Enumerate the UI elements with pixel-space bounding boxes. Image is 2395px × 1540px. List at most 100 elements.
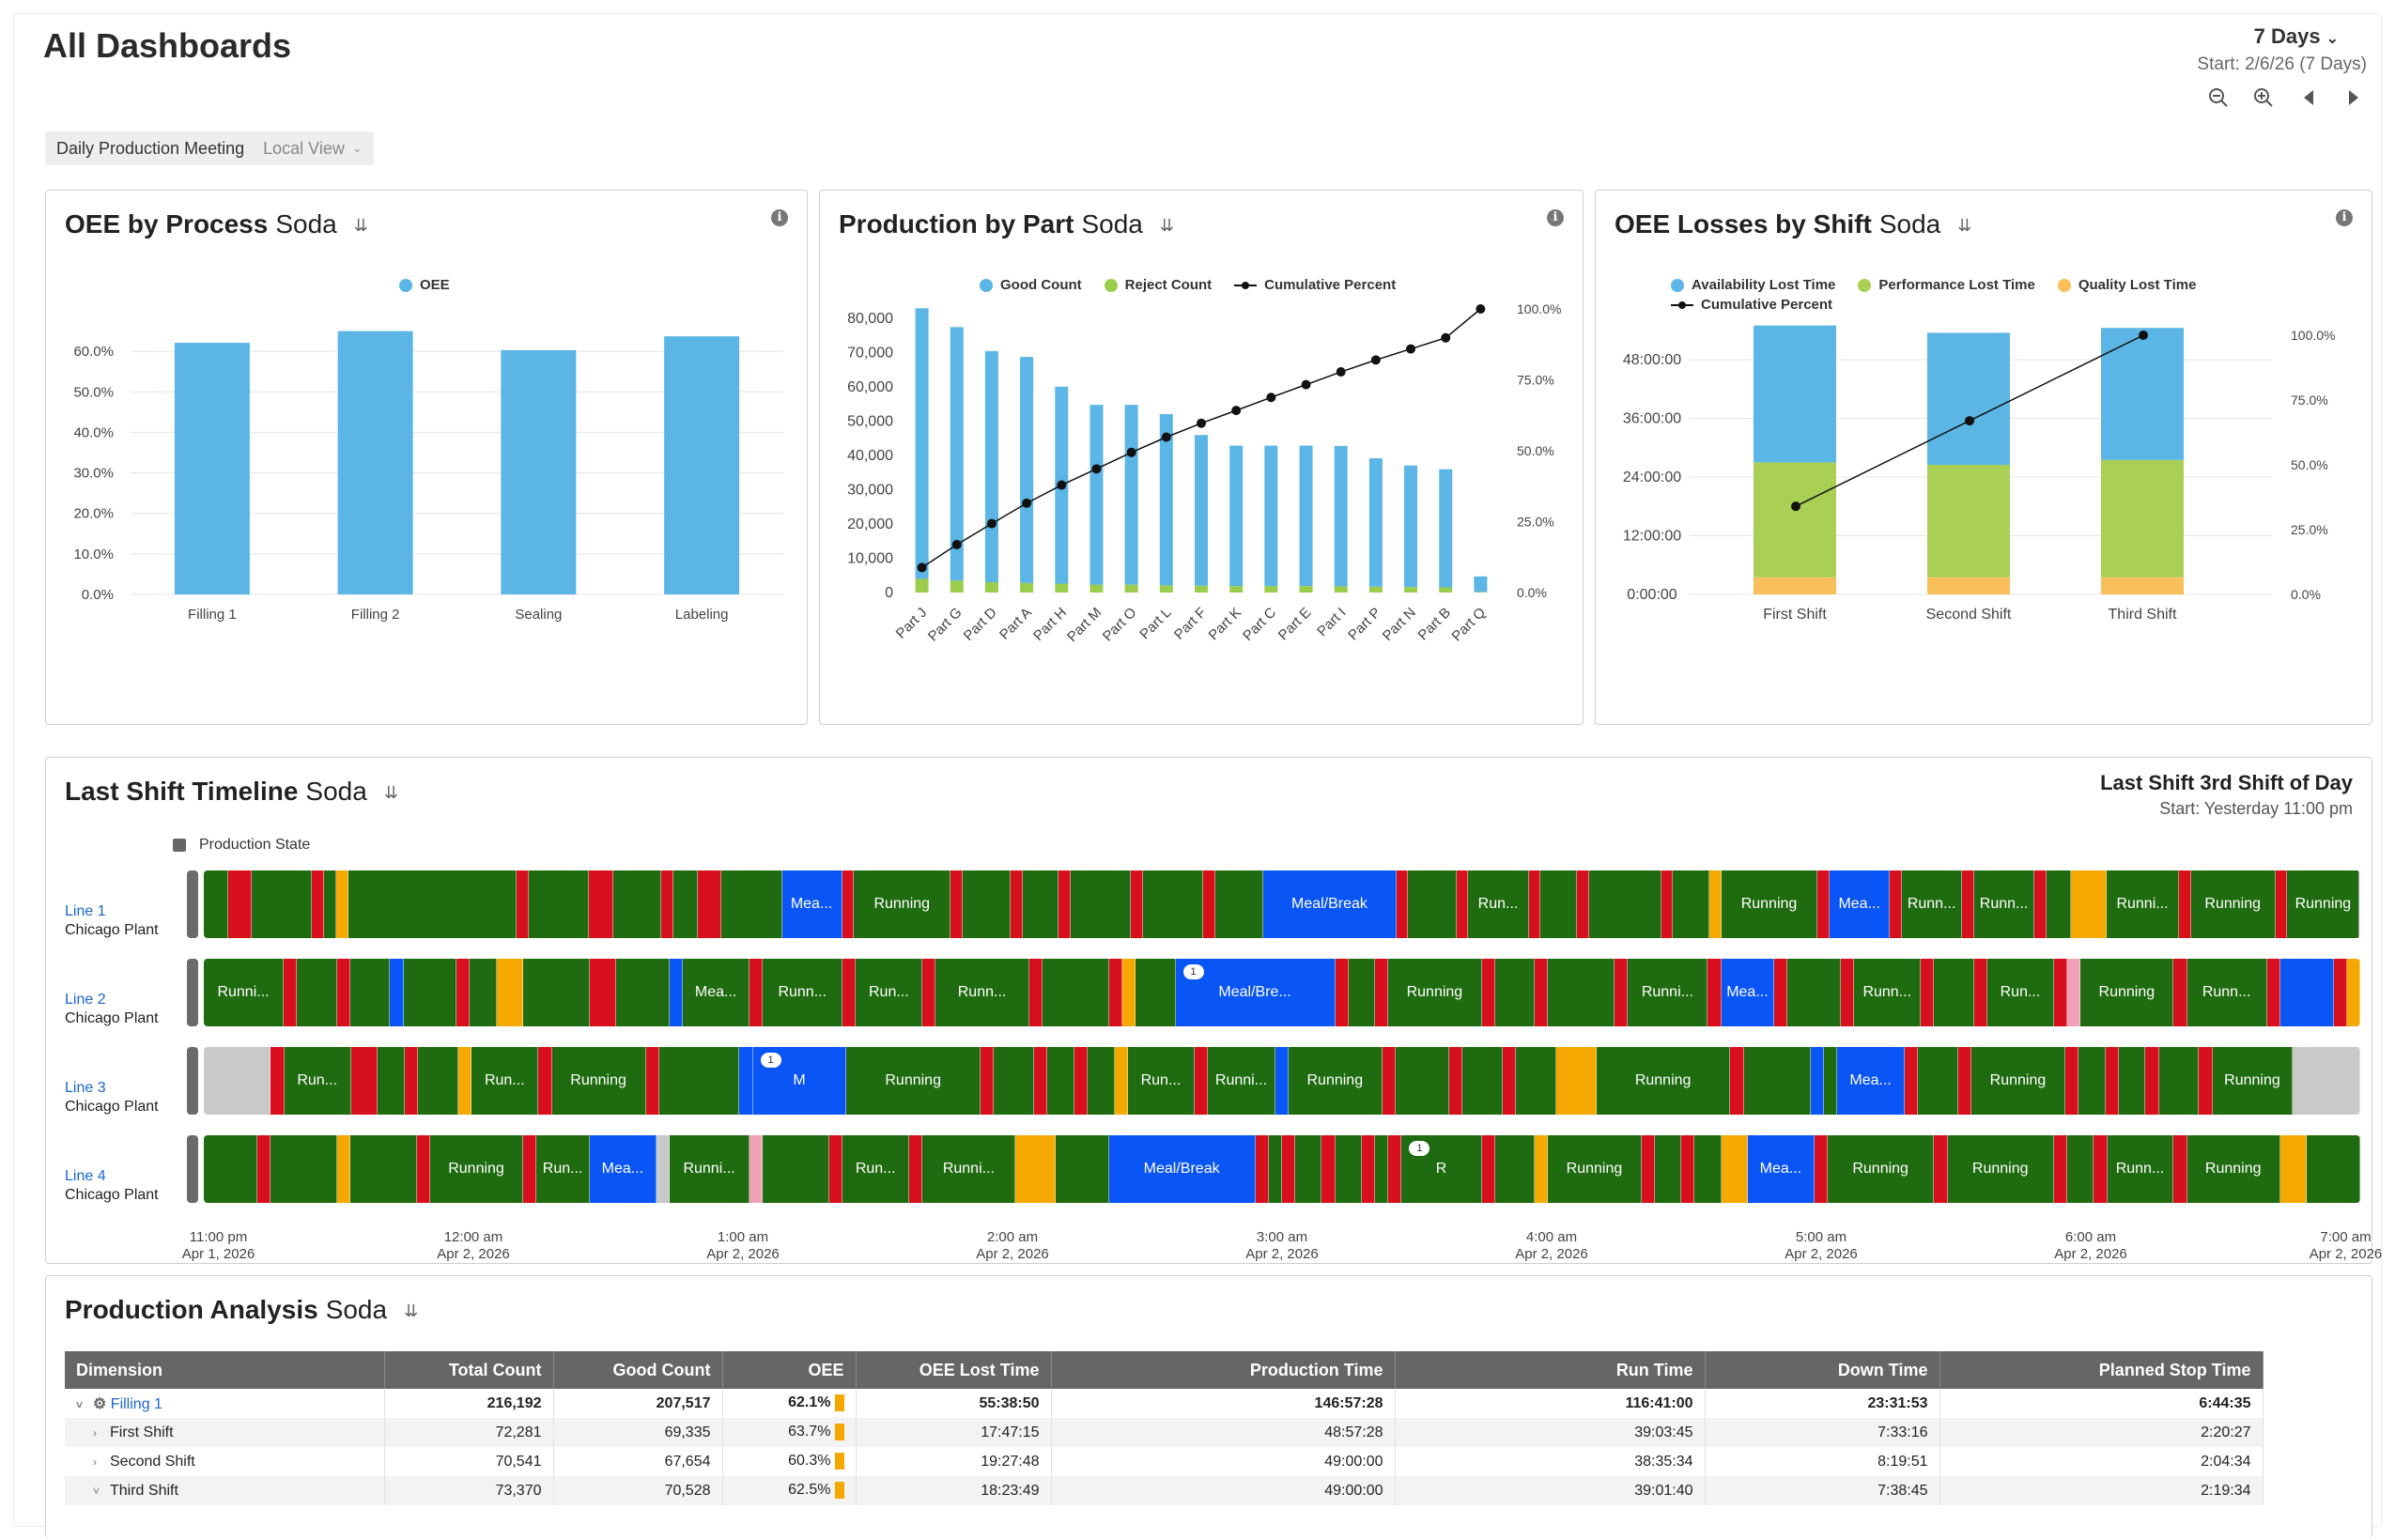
- cumulative-point[interactable]: [1197, 418, 1206, 428]
- state-segment[interactable]: [1295, 1135, 1322, 1203]
- state-segment[interactable]: [950, 870, 963, 938]
- cumulative-point[interactable]: [1126, 447, 1136, 457]
- state-segment[interactable]: [2199, 1047, 2213, 1115]
- state-segment[interactable]: [1588, 870, 1661, 938]
- table-row[interactable]: ˅ Third Shift 73,370 70,528 62.5% 18:23:49 49:…: [65, 1476, 2264, 1505]
- state-segment[interactable]: [1456, 870, 1469, 938]
- state-segment[interactable]: Run...: [856, 959, 923, 1026]
- state-segment[interactable]: [1934, 1135, 1948, 1203]
- line-link[interactable]: Line 4: [65, 1168, 106, 1184]
- state-segment[interactable]: [1143, 870, 1204, 938]
- state-segment[interactable]: [1462, 1047, 1504, 1115]
- quality-lost-bar[interactable]: [2101, 577, 2184, 594]
- zoom-in-icon[interactable]: [2250, 85, 2277, 111]
- state-segment[interactable]: [994, 1047, 1035, 1115]
- state-segment[interactable]: [673, 870, 698, 938]
- reject-bar[interactable]: [1055, 583, 1069, 593]
- dimension-link[interactable]: Filling 1: [110, 1395, 162, 1412]
- good-bar[interactable]: [1264, 445, 1278, 587]
- state-segment[interactable]: [1255, 1135, 1269, 1203]
- state-segment[interactable]: [739, 1047, 753, 1115]
- state-segment[interactable]: Running: [551, 1047, 646, 1115]
- state-segment[interactable]: [1034, 1047, 1048, 1115]
- state-segment[interactable]: [1503, 1047, 1517, 1115]
- state-segment[interactable]: Running: [854, 870, 951, 938]
- state-segment[interactable]: [523, 959, 590, 1026]
- availability-lost-bar[interactable]: [1754, 325, 1836, 463]
- state-segment[interactable]: [1388, 1135, 1402, 1203]
- state-segment[interactable]: [1694, 1135, 1722, 1203]
- state-segment[interactable]: [1047, 1047, 1074, 1115]
- table-row[interactable]: › First Shift 72,281 69,335 63.7% 17:47:15 48:…: [65, 1418, 2264, 1447]
- state-segment[interactable]: [829, 1135, 843, 1203]
- state-segment[interactable]: Mea...: [1830, 870, 1891, 938]
- legend-item-availability[interactable]: Availability Lost Time: [1671, 277, 1835, 293]
- state-segment[interactable]: Runn...: [1902, 870, 1963, 938]
- reject-bar[interactable]: [1264, 586, 1278, 593]
- state-segment[interactable]: [980, 1047, 995, 1115]
- state-segment[interactable]: Runn...: [2107, 1135, 2174, 1203]
- legend-item-performance[interactable]: Performance Lost Time: [1858, 277, 2035, 293]
- state-segment[interactable]: [2279, 959, 2334, 1026]
- state-segment[interactable]: Runni...: [204, 959, 285, 1026]
- state-segment[interactable]: [2158, 1047, 2200, 1115]
- column-header-production-time[interactable]: Production Time: [1051, 1351, 1396, 1389]
- reject-bar[interactable]: [1474, 592, 1488, 593]
- state-segment[interactable]: [312, 870, 325, 938]
- cumulative-point[interactable]: [1791, 501, 1800, 512]
- state-segment[interactable]: [1448, 1047, 1463, 1115]
- state-segment[interactable]: [1494, 1135, 1536, 1203]
- state-segment[interactable]: Running: [1827, 1135, 1935, 1203]
- card-menu-chevron-icon[interactable]: ⇊: [383, 783, 398, 803]
- state-segment[interactable]: [404, 1047, 419, 1115]
- state-segment[interactable]: [227, 870, 253, 938]
- state-segment[interactable]: [2067, 959, 2081, 1026]
- state-segment[interactable]: Runni...: [670, 1135, 750, 1203]
- state-segment[interactable]: [1548, 959, 1615, 1026]
- state-segment[interactable]: [2070, 870, 2108, 938]
- row-handle[interactable]: [187, 959, 198, 1026]
- state-segment[interactable]: Running: [1947, 1135, 2054, 1203]
- card-menu-chevron-icon[interactable]: ⇊: [1957, 216, 1972, 236]
- good-bar[interactable]: [1334, 445, 1348, 587]
- state-segment[interactable]: [2179, 870, 2191, 938]
- availability-lost-bar[interactable]: [2101, 328, 2184, 460]
- state-segment[interactable]: [645, 1047, 659, 1115]
- state-segment[interactable]: [1056, 1135, 1109, 1203]
- cumulative-point[interactable]: [1161, 432, 1171, 442]
- state-segment[interactable]: [1576, 870, 1589, 938]
- reject-bar[interactable]: [915, 578, 929, 593]
- state-segment[interactable]: [1011, 870, 1023, 938]
- row-handle[interactable]: [187, 1135, 198, 1203]
- column-header-good-count[interactable]: Good Count: [553, 1351, 723, 1389]
- state-segment[interactable]: Running: [846, 1047, 981, 1115]
- availability-lost-bar[interactable]: [1927, 332, 2010, 466]
- good-bar[interactable]: [1404, 465, 1418, 588]
- reject-bar[interactable]: [1404, 587, 1418, 593]
- state-segment[interactable]: [1957, 1047, 1972, 1115]
- cumulative-point[interactable]: [917, 562, 927, 573]
- state-segment[interactable]: Running: [1971, 1047, 2065, 1115]
- legend-item-reject-count[interactable]: Reject Count: [1104, 277, 1212, 293]
- line-link[interactable]: Line 2: [65, 992, 106, 1008]
- state-segment[interactable]: Running: [1548, 1135, 1642, 1203]
- state-segment[interactable]: Running: [2186, 1135, 2280, 1203]
- table-row[interactable]: › Second Shift 70,541 67,654 60.3% 19:27:48 49…: [65, 1447, 2264, 1476]
- state-segment[interactable]: [1015, 1135, 1056, 1203]
- state-segment[interactable]: [2046, 870, 2071, 938]
- state-segment[interactable]: [1268, 1135, 1282, 1203]
- cumulative-point[interactable]: [1441, 332, 1451, 343]
- good-bar[interactable]: [1124, 405, 1138, 585]
- state-segment[interactable]: [2078, 1047, 2106, 1115]
- state-segment[interactable]: [1481, 1135, 1495, 1203]
- state-segment[interactable]: [1535, 959, 1549, 1026]
- state-segment[interactable]: [1540, 870, 1577, 938]
- state-segment[interactable]: [1335, 1135, 1362, 1203]
- state-segment[interactable]: [842, 959, 857, 1026]
- state-segment[interactable]: Running: [2212, 1047, 2294, 1115]
- state-segment[interactable]: [2053, 959, 2068, 1026]
- state-segment[interactable]: [1890, 870, 1903, 938]
- state-segment[interactable]: [1824, 1047, 1838, 1115]
